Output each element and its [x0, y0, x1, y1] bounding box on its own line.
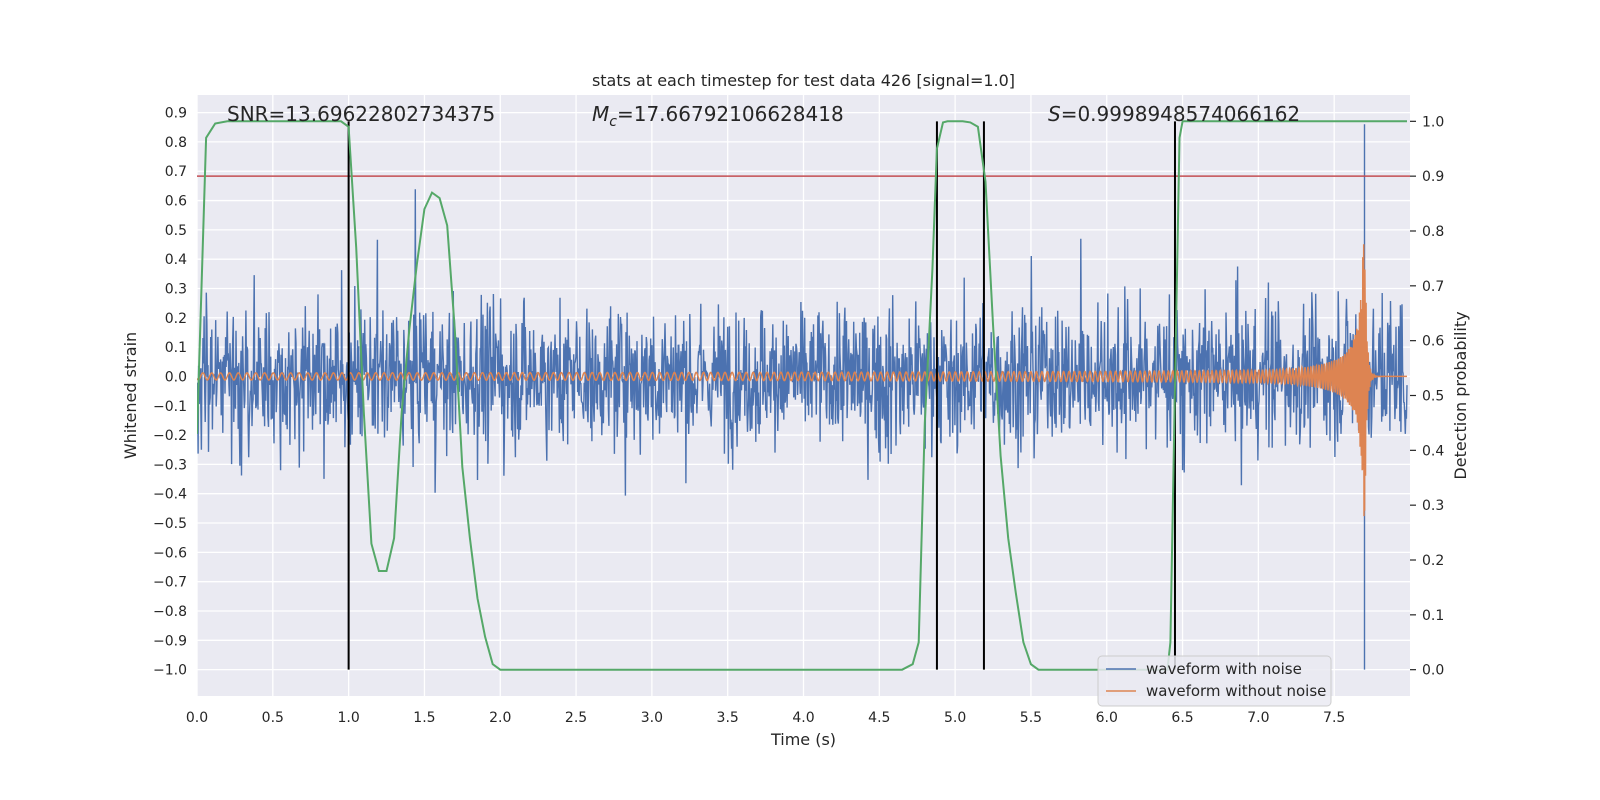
y-tick-label: 0.0 [165, 369, 187, 385]
x-tick-label: 0.0 [186, 710, 208, 726]
x-axis-ticks: 0.0 0.5 1.0 1.5 2.0 2.5 3.0 3.5 4.0 4.5 5.0 5.5 6.0 6… [186, 710, 1345, 726]
y-right-tick-label: 0.9 [1422, 169, 1444, 185]
detection-probability-line [197, 120, 1407, 671]
y-tick-label: −0.3 [153, 457, 187, 473]
legend: waveform with noise waveform without noi… [1097, 655, 1332, 707]
y-right-tick-label: 0.3 [1422, 498, 1444, 514]
y-tick-label: 0.2 [165, 311, 187, 327]
chirp-mass-annotation: Mc=17.66792106628418 [592, 102, 844, 130]
y-axis-ticks: −1.0 −0.9 −0.8 −0.7 −0.6 −0.5 −0.4 −0.3 −0.2 −0.1… [153, 106, 187, 679]
y-tick-label: 0.6 [165, 194, 187, 210]
y-tick-label: −0.6 [153, 545, 187, 561]
y-right-axis-ticks: 0.0 0.1 0.2 0.3 0.4 0.5 0.6 0.7 0.8 0.9 1.0 [1410, 114, 1444, 679]
y-right-tick-label: 1.0 [1422, 114, 1444, 130]
snr-annotation: SNR=13.69622802734375 [227, 102, 495, 126]
y-tick-label: −1.0 [153, 663, 187, 679]
waveform-without-noise-line [197, 244, 1407, 517]
legend-label-with-noise: waveform with noise [1146, 660, 1302, 678]
score-value: =0.9998948574066162 [1061, 102, 1300, 126]
x-tick-label: 3.5 [717, 710, 739, 726]
x-tick-label: 6.5 [1171, 710, 1193, 726]
y-tick-label: 0.9 [165, 106, 187, 122]
x-tick-label: 7.5 [1323, 710, 1345, 726]
x-tick-label: 7.0 [1247, 710, 1269, 726]
detection-probability-series [197, 120, 1407, 671]
chart-title: stats at each timestep for test data 426… [592, 71, 1015, 90]
x-tick-label: 5.0 [944, 710, 966, 726]
chirp-mass-value: =17.66792106628418 [617, 102, 844, 126]
y-tick-label: −0.2 [153, 428, 187, 444]
waveform-without-noise-series [197, 244, 1407, 517]
x-tick-label: 5.5 [1020, 710, 1042, 726]
y-axis-label: Whitened strain [121, 332, 140, 459]
y-right-tick-label: 0.2 [1422, 553, 1444, 569]
y-tick-label: 0.4 [165, 252, 187, 268]
y-tick-label: −0.7 [153, 575, 187, 591]
legend-box [1097, 655, 1332, 707]
x-axis-label: Time (s) [770, 730, 836, 749]
x-tick-label: 2.0 [489, 710, 511, 726]
x-tick-label: 4.0 [792, 710, 814, 726]
x-tick-label: 6.0 [1096, 710, 1118, 726]
y-right-tick-label: 0.5 [1422, 389, 1444, 405]
x-tick-label: 3.0 [641, 710, 663, 726]
x-tick-label: 1.5 [413, 710, 435, 726]
score-annotation: S=0.9998948574066162 [1048, 102, 1300, 126]
x-tick-label: 1.0 [337, 710, 359, 726]
y-tick-label: 0.8 [165, 135, 187, 151]
y-right-tick-label: 0.4 [1422, 443, 1444, 459]
x-tick-label: 0.5 [262, 710, 284, 726]
legend-label-without-noise: waveform without noise [1146, 682, 1326, 700]
y-tick-label: −0.9 [153, 633, 187, 649]
x-tick-label: 4.5 [868, 710, 890, 726]
y-right-tick-label: 0.6 [1422, 334, 1444, 350]
y-tick-label: −0.8 [153, 604, 187, 620]
y-right-tick-label: 0.0 [1422, 663, 1444, 679]
y-tick-label: 0.7 [165, 164, 187, 180]
y-right-tick-label: 0.8 [1422, 224, 1444, 240]
x-tick-label: 2.5 [565, 710, 587, 726]
y-right-tick-label: 0.1 [1422, 608, 1444, 624]
y-tick-label: −0.1 [153, 399, 187, 415]
y-tick-label: −0.4 [153, 487, 187, 503]
y-right-axis-label: Detection probability [1451, 311, 1470, 479]
y-tick-label: 0.1 [165, 340, 187, 356]
y-tick-label: −0.5 [153, 516, 187, 532]
y-tick-label: 0.5 [165, 223, 187, 239]
y-right-tick-label: 0.7 [1422, 279, 1444, 295]
y-tick-label: 0.3 [165, 281, 187, 297]
